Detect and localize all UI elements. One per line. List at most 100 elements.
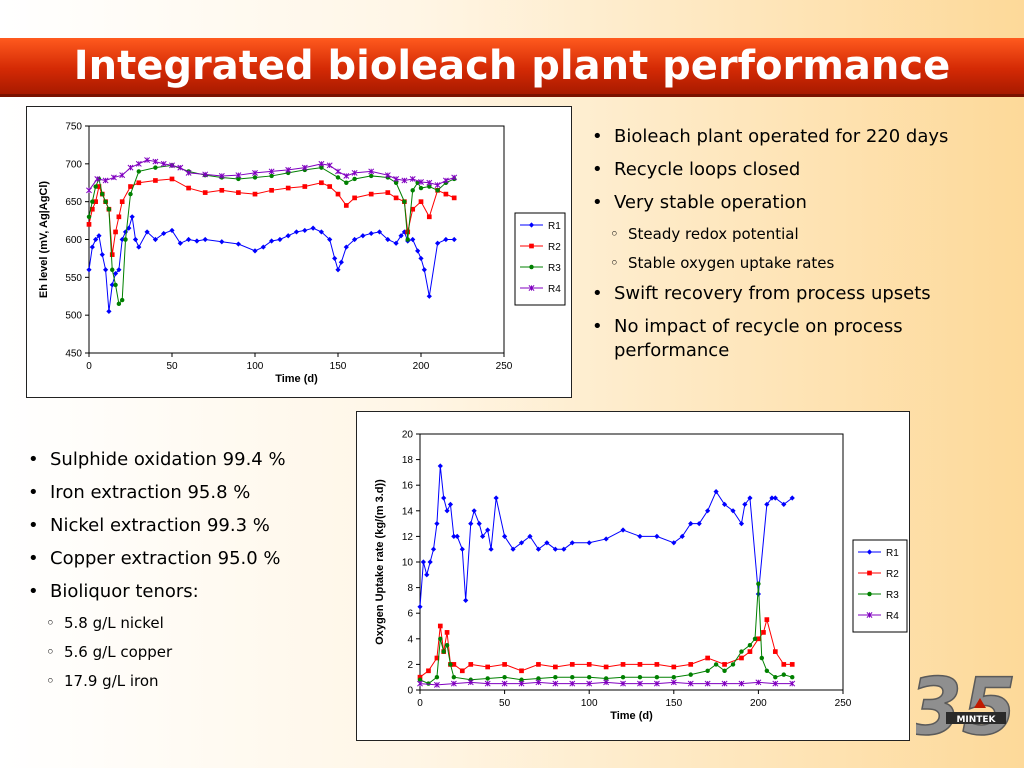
legend-marker bbox=[866, 612, 873, 618]
data-point bbox=[202, 171, 209, 178]
data-point bbox=[637, 674, 643, 680]
data-point bbox=[144, 157, 151, 164]
logo-text: MINTEK bbox=[956, 715, 996, 725]
data-point bbox=[144, 229, 150, 235]
data-point bbox=[327, 236, 333, 243]
data-point bbox=[401, 177, 408, 184]
y-tick-label: 8 bbox=[407, 583, 413, 594]
data-point bbox=[318, 160, 325, 167]
data-point bbox=[93, 236, 99, 243]
data-point bbox=[110, 174, 117, 181]
y-tick-label: 600 bbox=[65, 235, 82, 246]
data-point bbox=[119, 172, 126, 179]
data-point bbox=[132, 236, 139, 243]
data-point bbox=[705, 508, 711, 514]
data-point bbox=[570, 674, 575, 680]
bullet-list-left: Sulphide oxidation 99.4 % Iron extraction… bbox=[26, 448, 346, 700]
data-point bbox=[586, 540, 592, 546]
legend-marker bbox=[529, 264, 534, 270]
bullet-item: Steady redox potential bbox=[610, 224, 1010, 244]
data-point bbox=[739, 655, 744, 661]
y-axis-title: Oxygen Uptake rate (kg/(m 3.d)) bbox=[374, 479, 386, 645]
data-point bbox=[688, 672, 693, 677]
x-tick-label: 150 bbox=[665, 698, 682, 709]
data-point bbox=[620, 662, 626, 667]
series-r4 bbox=[86, 157, 458, 194]
data-point bbox=[335, 175, 341, 180]
data-point bbox=[427, 184, 432, 189]
data-point bbox=[310, 225, 316, 231]
legend-marker bbox=[867, 570, 872, 576]
data-point bbox=[417, 677, 423, 682]
data-point bbox=[603, 664, 609, 670]
data-point bbox=[451, 236, 457, 243]
bullet-item: 5.8 g/L nickel bbox=[46, 613, 346, 633]
data-point bbox=[443, 236, 449, 243]
data-point bbox=[448, 662, 453, 667]
data-point bbox=[603, 679, 610, 686]
legend-label: R2 bbox=[886, 569, 899, 580]
data-point bbox=[202, 190, 208, 195]
data-point bbox=[269, 187, 274, 193]
y-tick-label: 550 bbox=[65, 273, 82, 284]
data-point bbox=[398, 233, 404, 239]
data-point bbox=[93, 199, 98, 205]
data-point bbox=[603, 676, 609, 681]
data-point bbox=[772, 680, 779, 687]
y-tick-label: 12 bbox=[402, 532, 414, 543]
bullet-item: Stable oxygen uptake rates bbox=[610, 253, 1010, 273]
bullet-item: Copper extraction 95.0 % bbox=[26, 547, 346, 571]
data-point bbox=[426, 214, 432, 220]
x-tick-label: 50 bbox=[166, 361, 178, 372]
plot-area bbox=[419, 433, 844, 691]
data-point bbox=[343, 203, 349, 208]
data-point bbox=[518, 680, 525, 687]
data-point bbox=[293, 229, 300, 235]
data-point bbox=[106, 308, 112, 314]
data-point bbox=[352, 236, 358, 243]
data-point bbox=[764, 617, 770, 622]
data-point bbox=[368, 191, 374, 197]
data-point bbox=[152, 158, 159, 165]
y-tick-label: 2 bbox=[407, 660, 413, 671]
data-point bbox=[502, 674, 507, 680]
data-point bbox=[620, 680, 626, 687]
data-point bbox=[781, 501, 787, 507]
data-point bbox=[410, 206, 416, 212]
legend-marker bbox=[867, 591, 872, 597]
data-point bbox=[426, 293, 432, 299]
data-point bbox=[781, 672, 786, 677]
data-point bbox=[443, 191, 449, 197]
data-point bbox=[501, 680, 508, 687]
data-point bbox=[252, 248, 258, 254]
series-line bbox=[88, 164, 455, 305]
data-point bbox=[128, 191, 133, 197]
data-point bbox=[454, 533, 460, 539]
bullet-item: Iron extraction 95.8 % bbox=[26, 481, 346, 505]
bullet-item: No impact of recycle on process performa… bbox=[590, 315, 1010, 363]
data-point bbox=[418, 255, 424, 262]
data-point bbox=[553, 674, 558, 680]
data-point bbox=[119, 199, 125, 205]
data-point bbox=[747, 649, 753, 654]
data-point bbox=[126, 225, 132, 231]
data-point bbox=[409, 176, 416, 182]
data-point bbox=[112, 270, 119, 277]
data-point bbox=[236, 190, 241, 195]
legend-label: R4 bbox=[548, 284, 561, 295]
page-title: Integrated bioleach plant performance bbox=[73, 43, 951, 89]
data-point bbox=[113, 282, 118, 288]
data-point bbox=[302, 184, 308, 189]
y-tick-label: 10 bbox=[402, 558, 414, 569]
data-point bbox=[426, 668, 431, 674]
data-point bbox=[123, 237, 128, 242]
data-point bbox=[442, 177, 449, 184]
x-axis-title: Time (d) bbox=[610, 710, 653, 722]
data-point bbox=[654, 674, 660, 680]
data-point bbox=[755, 679, 762, 686]
bullet-item: Sulphide oxidation 99.4 % bbox=[26, 448, 346, 472]
data-point bbox=[335, 267, 341, 273]
data-point bbox=[586, 680, 593, 687]
data-point bbox=[100, 191, 105, 197]
x-tick-label: 50 bbox=[499, 698, 511, 709]
